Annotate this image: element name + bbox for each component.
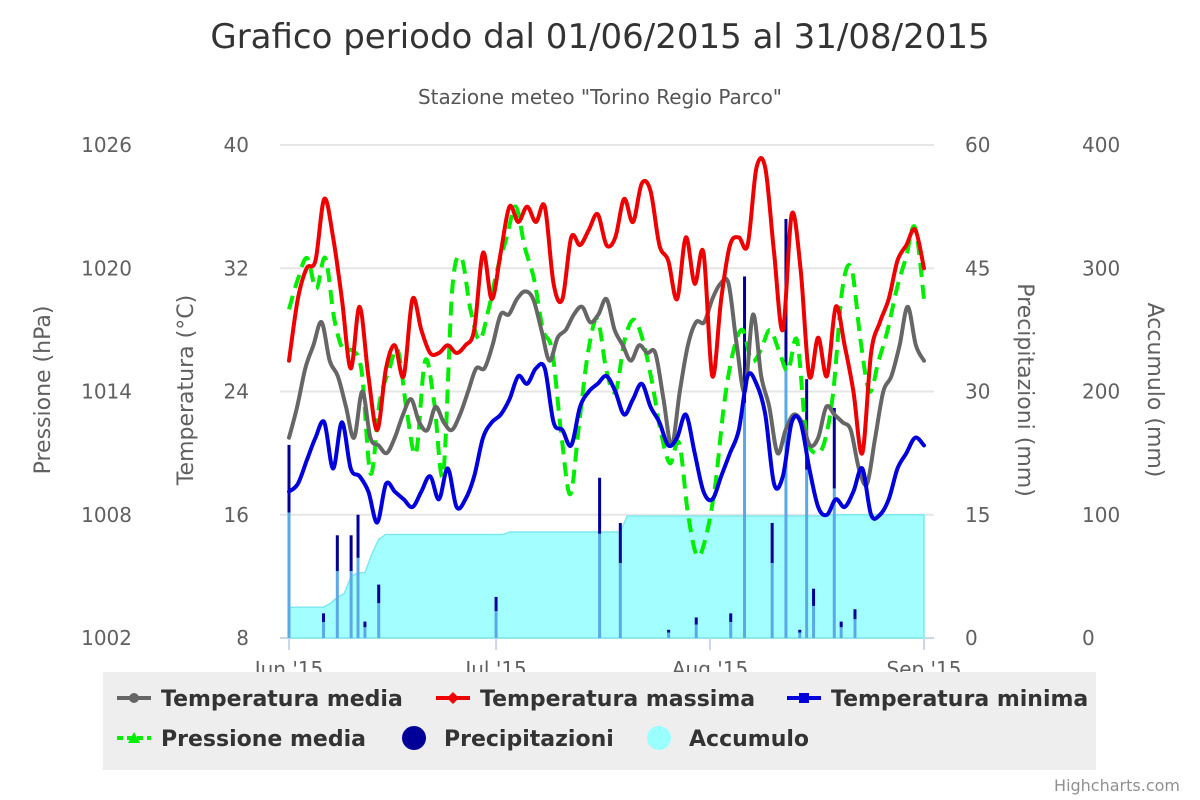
legend-item[interactable]: Temperatura minima xyxy=(787,687,1088,712)
legend-symbol xyxy=(402,726,426,750)
temperature-tick-label: 8 xyxy=(236,626,249,650)
pressure-axis-title: Pressione (hPa) xyxy=(31,306,56,475)
precipitation-tick-label: 0 xyxy=(965,626,978,650)
legend-marker xyxy=(129,693,139,703)
pressure-tick-label: 1008 xyxy=(81,503,132,527)
temperature-tick-label: 24 xyxy=(224,380,249,404)
legend-label: Temperatura media xyxy=(161,687,403,712)
chart-subtitle: Stazione meteo "Torino Regio Parco" xyxy=(418,85,782,109)
precipitation-bar xyxy=(494,596,498,612)
series-line-pressione-media xyxy=(287,204,926,559)
legend: Temperatura media Temperatura massima Temp… xyxy=(103,672,1096,770)
precipitation-bar-base xyxy=(322,621,326,638)
accumulation-tick-label: 300 xyxy=(1082,256,1120,280)
legend-item[interactable]: Accumulo xyxy=(647,726,809,752)
precipitation-bar xyxy=(812,588,816,606)
series-lines xyxy=(287,156,926,559)
accumulation-tick-label: 400 xyxy=(1082,133,1120,157)
legend-item[interactable]: Pressione media xyxy=(117,727,366,752)
precipitation-bar-base xyxy=(349,571,353,638)
precipitation-bar-base xyxy=(287,512,291,638)
accumulation-tick-label: 200 xyxy=(1082,380,1120,404)
precipitation-tick-label: 30 xyxy=(965,380,990,404)
accumulation-area-path xyxy=(288,514,925,639)
precipitation-bar xyxy=(694,617,698,625)
precipitation-bar xyxy=(618,522,622,564)
legend-label: Temperatura massima xyxy=(480,687,755,712)
precipitation-bar-base xyxy=(694,624,698,638)
precipitation-bar xyxy=(598,477,602,534)
accumulation-tick-label: 100 xyxy=(1082,503,1120,527)
precipitation-bar-base xyxy=(812,605,816,638)
precipitation-bar xyxy=(287,444,291,513)
temperature-tick-label: 40 xyxy=(224,133,249,157)
precipitation-bar xyxy=(335,535,339,572)
precipitation-bar-base xyxy=(798,632,802,638)
legend-item[interactable]: Temperatura massima xyxy=(436,687,755,712)
credits[interactable]: Highcharts.com xyxy=(1054,776,1180,795)
precipitation-bar-base xyxy=(667,632,671,638)
legend-marker xyxy=(128,732,140,743)
precipitation-bar xyxy=(322,613,326,622)
precipitation-bar-base xyxy=(784,365,788,638)
pressure-tick-label: 1014 xyxy=(81,380,132,404)
legend-marker xyxy=(799,693,809,703)
precipitation-bar xyxy=(667,629,671,633)
precipitation-bar-base xyxy=(363,627,367,638)
series-line-temperatura-massima xyxy=(287,156,926,456)
precipitation-bar-base xyxy=(839,627,843,638)
accumulation-tick-label: 0 xyxy=(1082,626,1095,650)
precipitation-bar xyxy=(377,584,381,604)
series-line-temperatura-media xyxy=(287,276,926,488)
legend-label: Accumulo xyxy=(689,727,809,752)
pressure-tick-label: 1026 xyxy=(81,133,132,157)
legend-background xyxy=(103,672,1096,770)
precipitation-bar-base xyxy=(805,469,809,638)
temperature-tick-label: 16 xyxy=(224,503,249,527)
precipitation-bar xyxy=(798,629,802,633)
precipitation-bar-base xyxy=(618,563,622,638)
pressure-tick-label: 1020 xyxy=(81,256,132,280)
precipitation-tick-label: 45 xyxy=(965,256,990,280)
precipitation-bar-base xyxy=(598,533,602,638)
legend-symbol xyxy=(647,726,671,750)
precipitation-bar xyxy=(832,407,836,489)
precipitation-bar xyxy=(853,609,857,620)
temperature-axis-title: Temperatura (°C) xyxy=(174,295,199,486)
chart-title: Grafico periodo dal 01/06/2015 al 31/08/… xyxy=(210,17,989,57)
precipitation-bar xyxy=(729,613,733,622)
legend-item[interactable]: Temperatura media xyxy=(117,687,403,712)
precipitation-bar-base xyxy=(729,621,733,638)
precipitation-bar xyxy=(743,276,747,404)
precipitation-bar-base xyxy=(853,619,857,638)
precipitation-bar xyxy=(839,621,843,628)
precipitation-tick-label: 15 xyxy=(965,503,990,527)
precipitation-bar xyxy=(363,621,367,628)
pressure-tick-label: 1002 xyxy=(81,626,132,650)
precipitation-bar-base xyxy=(356,557,360,638)
temperature-tick-label: 32 xyxy=(224,256,249,280)
precipitation-tick-label: 60 xyxy=(965,133,990,157)
precipitation-bar-base xyxy=(377,603,381,638)
legend-label: Precipitazioni xyxy=(444,727,614,752)
precipitation-axis-title: Precipitazioni (mm) xyxy=(1012,283,1037,497)
legend-label: Temperatura minima xyxy=(831,687,1088,712)
series-line-temperatura-minima xyxy=(287,361,926,525)
legend-marker xyxy=(447,692,459,704)
precipitation-bar xyxy=(349,535,353,572)
legend-label: Pressione media xyxy=(161,727,366,752)
accumulation-axis-title: Accumulo (mm) xyxy=(1142,303,1167,478)
legend-item[interactable]: Precipitazioni xyxy=(402,726,614,752)
precipitation-bar xyxy=(770,522,774,564)
precipitation-bar-base xyxy=(743,403,747,638)
precipitation-bar xyxy=(356,514,360,558)
accumulation-area xyxy=(288,514,925,639)
precipitation-bar-base xyxy=(770,563,774,638)
precipitation-bar-base xyxy=(335,571,339,638)
precipitation-bar-base xyxy=(494,611,498,638)
precipitation-bar-base xyxy=(832,488,836,638)
